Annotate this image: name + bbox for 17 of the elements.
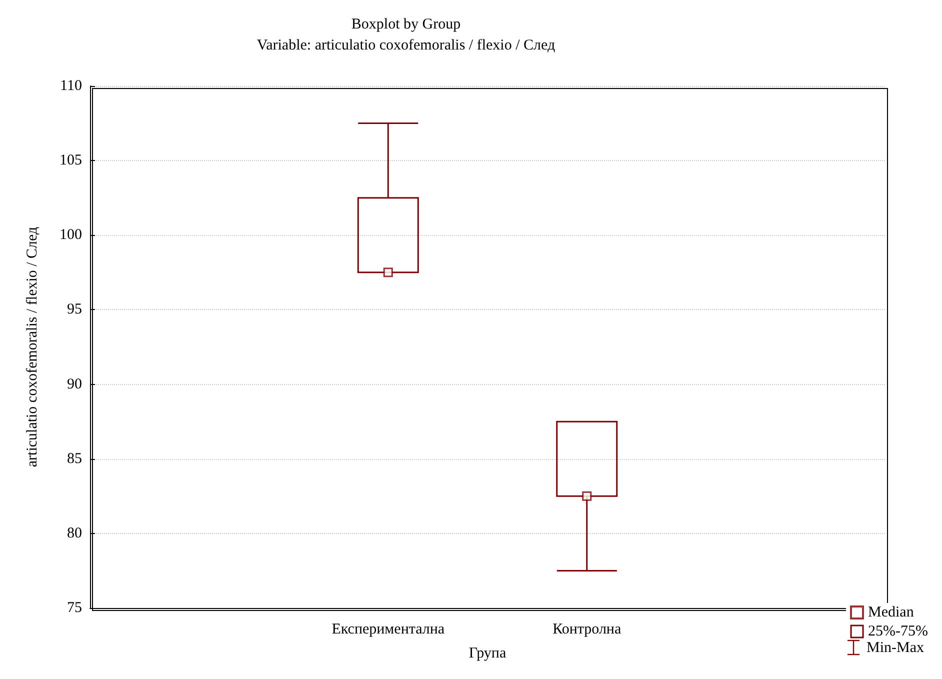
y-tick-label: 95 xyxy=(67,302,82,318)
y-tick-label: 90 xyxy=(67,376,82,392)
y-tick-label: 80 xyxy=(67,525,82,542)
x-tick-label: Експериментална xyxy=(332,622,445,638)
legend-label: Median xyxy=(868,604,914,620)
y-tick-label: 105 xyxy=(60,152,82,169)
legend-label: 25%-75% xyxy=(868,624,928,640)
chart-subtitle: Variable: articulatio coxofemoralis / flexio / След xyxy=(256,38,556,54)
y-axis-title: articulatio coxofemoralis / flexio / След xyxy=(24,226,40,468)
y-tick-label: 85 xyxy=(67,450,82,467)
chart-title: Boxplot by Group xyxy=(351,16,461,32)
y-tick-label: 75 xyxy=(67,600,82,616)
y-tick-label: 100 xyxy=(60,227,82,244)
x-axis-title: Група xyxy=(468,646,506,662)
text: Min-Max xyxy=(866,640,924,656)
x-tick-label: Контролна xyxy=(552,622,622,638)
y-tick-label: 110 xyxy=(60,78,82,94)
